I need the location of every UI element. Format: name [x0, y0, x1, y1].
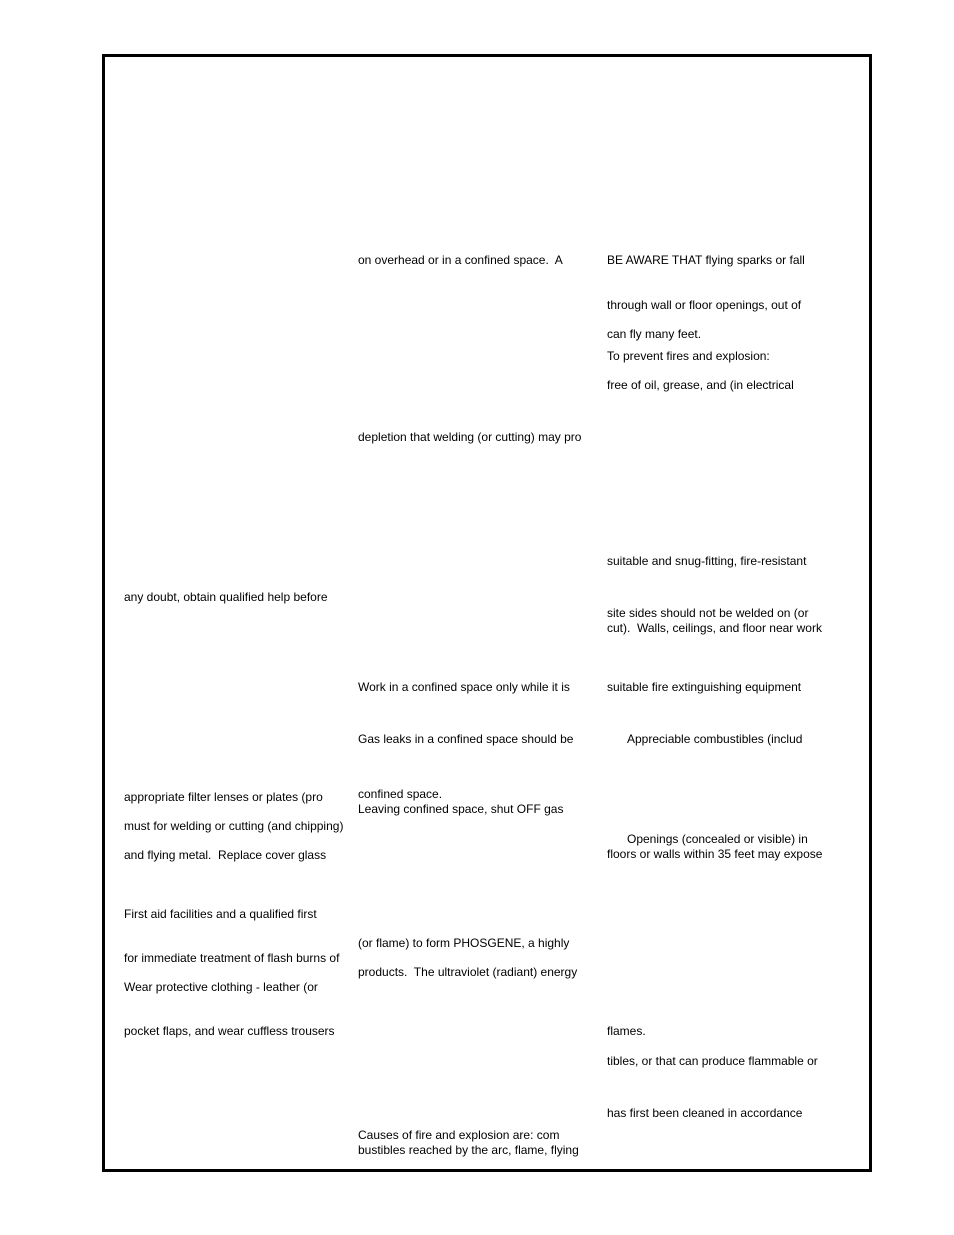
col1-line: First aid facilities and a qualified fir… [124, 907, 317, 921]
col3-line: site sides should not be welded on (or [607, 606, 808, 620]
col2-line: Causes of fire and explosion are: com [358, 1128, 559, 1142]
col3-line: BE AWARE THAT flying sparks or fall [607, 253, 805, 267]
col3-line: Appreciable combustibles (includ [627, 732, 802, 746]
col2-line: Gas leaks in a confined space should be [358, 732, 573, 746]
col3-line: tibles, or that can produce flammable or [607, 1054, 818, 1068]
col3-line: floors or walls within 35 feet may expos… [607, 847, 822, 861]
col3-line: suitable and snug-fitting, fire-resistan… [607, 554, 806, 568]
col2-line: on overhead or in a confined space. A [358, 253, 563, 267]
col1-line: for immediate treatment of flash burns o… [124, 951, 339, 965]
col2-line: (or flame) to form PHOSGENE, a highly [358, 936, 569, 950]
col3-line: has first been cleaned in accordance [607, 1106, 802, 1120]
col3-line: suitable fire extinguishing equipment [607, 680, 801, 694]
col2-line: depletion that welding (or cutting) may … [358, 430, 581, 444]
col2-line: Leaving confined space, shut OFF gas [358, 802, 563, 816]
col3-line: can fly many feet. [607, 327, 701, 341]
col3-line: cut). Walls, ceilings, and floor near wo… [607, 621, 822, 635]
col2-line: bustibles reached by the arc, flame, fly… [358, 1143, 579, 1157]
col2-line: Work in a confined space only while it i… [358, 680, 570, 694]
col1-line: appropriate filter lenses or plates (pro [124, 790, 323, 804]
col2-line: confined space. [358, 787, 442, 801]
col1-line: and flying metal. Replace cover glass [124, 848, 326, 862]
col1-line: pocket flaps, and wear cuffless trousers [124, 1024, 335, 1038]
col1-line: any doubt, obtain qualified help before [124, 590, 328, 604]
col2-line: products. The ultraviolet (radiant) ener… [358, 965, 577, 979]
col1-line: must for welding or cutting (and chippin… [124, 819, 343, 833]
col3-line: through wall or floor openings, out of [607, 298, 801, 312]
col1-line: Wear protective clothing - leather (or [124, 980, 318, 994]
col3-line: Openings (concealed or visible) in [627, 832, 808, 846]
col3-line: free of oil, grease, and (in electrical [607, 378, 794, 392]
col3-line: To prevent fires and explosion: [607, 349, 770, 363]
col3-line: flames. [607, 1024, 646, 1038]
